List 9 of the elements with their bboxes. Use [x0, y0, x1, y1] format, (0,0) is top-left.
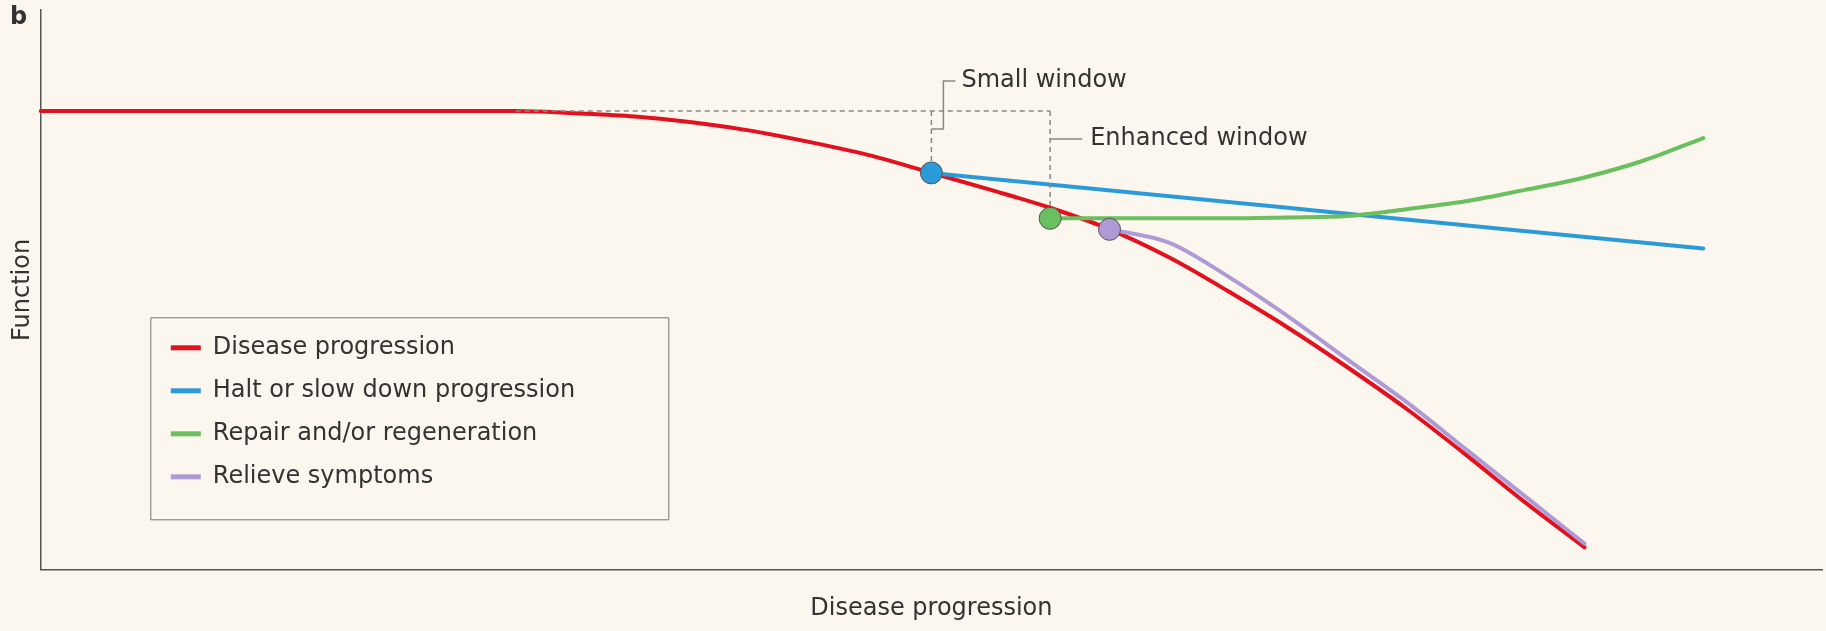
legend-label: Repair and/or regeneration — [212, 418, 538, 447]
text: Small window — [961, 65, 1127, 94]
legend-label: Disease progression — [212, 332, 455, 361]
annotation: Enhanced window — [1090, 123, 1308, 152]
legend-label: Halt or slow down progression — [212, 375, 576, 404]
y-axis-title: Function — [6, 238, 35, 341]
x-axis-title: Disease progression — [810, 592, 1053, 621]
legend-label: Relieve symptoms — [212, 461, 434, 490]
text: b — [10, 2, 28, 31]
